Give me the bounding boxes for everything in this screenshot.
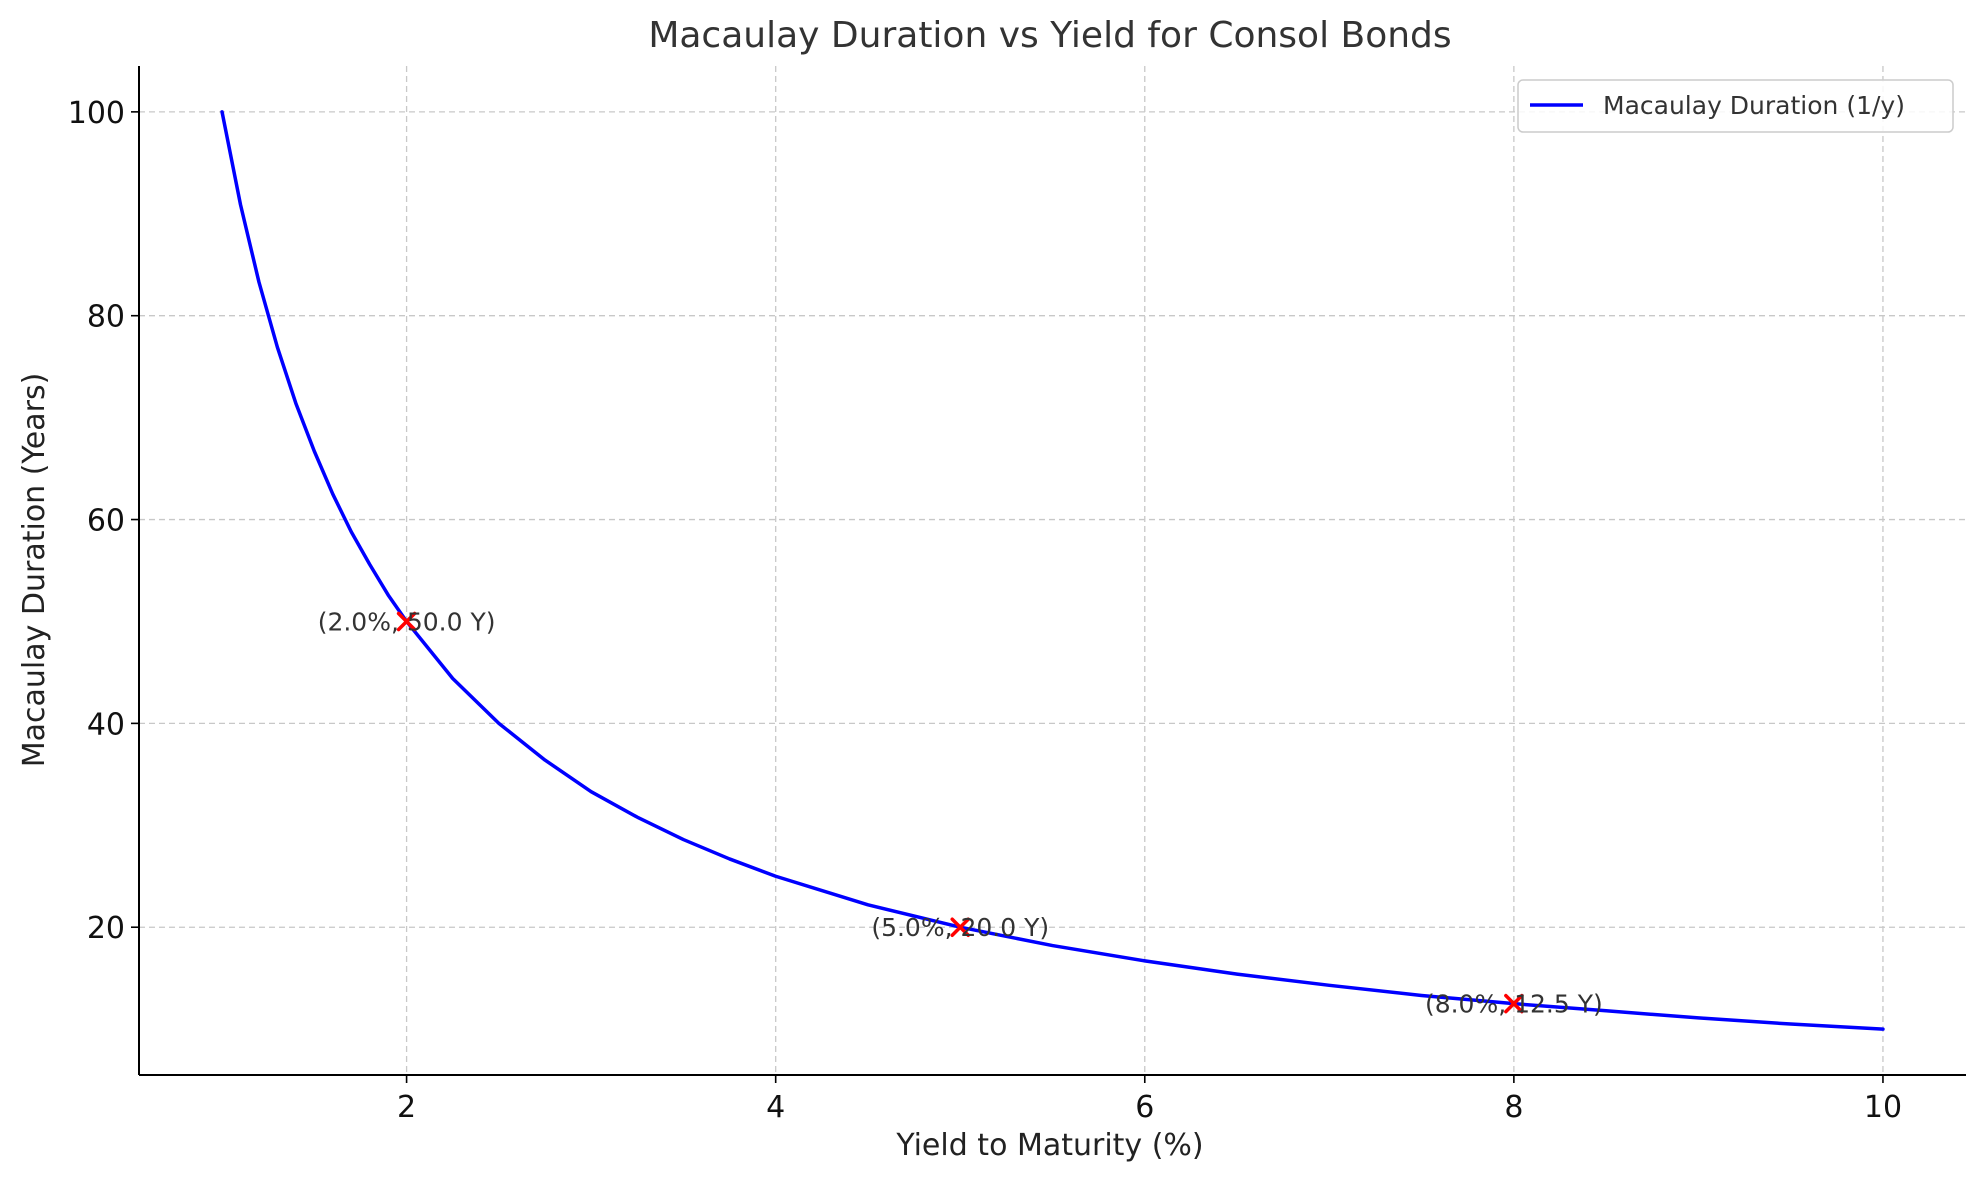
y-tick-label: 100 bbox=[68, 96, 125, 131]
x-tick-label: 8 bbox=[1504, 1090, 1523, 1125]
series-line bbox=[220, 110, 1885, 1031]
series-layer bbox=[220, 110, 1885, 1031]
grid bbox=[139, 66, 1966, 1075]
legend-box bbox=[1517, 79, 1954, 133]
highlight-point bbox=[396, 611, 417, 632]
x-tick-label: 4 bbox=[766, 1090, 785, 1125]
marker-stroke bbox=[396, 611, 417, 632]
legend: Macaulay Duration (1/y) bbox=[1517, 79, 1954, 133]
x-axis-label: Yield to Maturity (%) bbox=[895, 1128, 1203, 1163]
x-tick-label: 10 bbox=[1864, 1090, 1902, 1125]
highlight-point bbox=[1504, 993, 1524, 1014]
chart-title: Macaulay Duration vs Yield for Consol Bo… bbox=[648, 15, 1451, 56]
ticks: 2 4 6 8 10 20 40 60 80 100 bbox=[68, 96, 1902, 1125]
y-tick-label: 80 bbox=[87, 300, 125, 335]
x-tick-label: 6 bbox=[1135, 1090, 1154, 1125]
point-annotation: (8.0%, 12.5 Y) bbox=[1425, 990, 1603, 1019]
labels: Macaulay Duration vs Yield for Consol Bo… bbox=[17, 15, 1452, 1163]
marker-stroke bbox=[1504, 993, 1524, 1014]
legend-label: Macaulay Duration (1/y) bbox=[1603, 91, 1905, 120]
x-tick-label: 2 bbox=[397, 1090, 416, 1125]
marker-stroke bbox=[950, 917, 970, 937]
axes bbox=[138, 66, 1966, 1076]
point-annotation: (5.0%, 20.0 Y) bbox=[871, 913, 1049, 942]
y-axis-label: Macaulay Duration (Years) bbox=[17, 373, 52, 768]
highlight-point bbox=[950, 917, 970, 937]
point-annotation: (2.0%, 50.0 Y) bbox=[318, 607, 496, 636]
y-tick-label: 20 bbox=[87, 911, 125, 946]
y-tick-label: 40 bbox=[87, 707, 125, 742]
highlight-layer: (2.0%, 50.0 Y) (5.0%, 20.0 Y) (8.0%, 12.5 … bbox=[318, 607, 1603, 1018]
y-tick-label: 60 bbox=[87, 504, 125, 539]
